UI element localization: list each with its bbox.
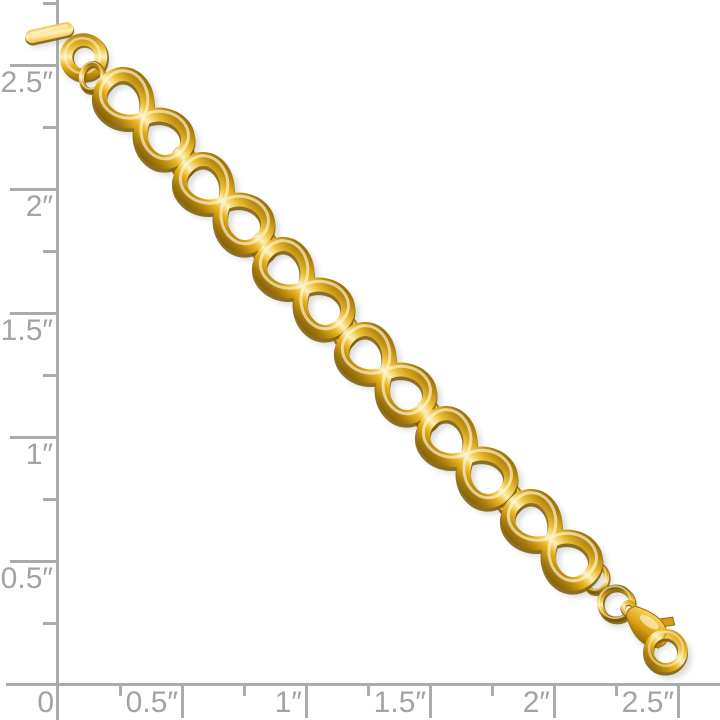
ruler-tick-minor-vertical bbox=[43, 374, 59, 377]
end-link-partial bbox=[25, 22, 109, 83]
infinity-link bbox=[496, 484, 607, 595]
ruler-tick-major-vertical bbox=[10, 312, 58, 315]
ruler-label-horizontal: 2.5″ bbox=[621, 686, 674, 719]
lobster-clasp bbox=[620, 600, 689, 676]
clasp-hook-loop bbox=[643, 629, 689, 676]
ruler-label-vertical: 1″ bbox=[25, 438, 53, 471]
ruler-label-horizontal: 1.5″ bbox=[373, 686, 426, 719]
ruler-label-horizontal: 1″ bbox=[274, 686, 302, 719]
ruler-label-vertical: 2″ bbox=[25, 190, 53, 223]
ruler-tick-minor-horizontal bbox=[119, 684, 122, 696]
ruler-tick-minor-vertical bbox=[43, 622, 59, 625]
infinity-link bbox=[411, 401, 522, 512]
ruler-tick-major-vertical bbox=[10, 560, 58, 563]
ruler-tick-major-horizontal bbox=[429, 684, 432, 718]
ruler-label-horizontal: 0.5″ bbox=[125, 686, 178, 719]
ruler-tick-major-vertical bbox=[10, 64, 58, 67]
ruler-tick-major-vertical bbox=[10, 188, 58, 191]
ruler-tick-major-horizontal bbox=[181, 684, 184, 718]
ruler-tick-minor-horizontal bbox=[243, 684, 246, 696]
ruler-label-horizontal: 0 bbox=[37, 686, 54, 719]
infinity-link bbox=[168, 147, 279, 258]
infinity-link bbox=[330, 317, 441, 428]
ruler-horizontal-axis bbox=[6, 683, 720, 686]
ruler-label-vertical: 1.5″ bbox=[0, 314, 53, 347]
ruler-vertical-axis bbox=[56, 0, 59, 720]
ruler-tick-major-horizontal bbox=[305, 684, 308, 718]
ruler-tick-minor-horizontal bbox=[367, 684, 370, 696]
ruler-tick-minor-vertical bbox=[43, 2, 59, 5]
ruler-tick-major-horizontal bbox=[553, 684, 556, 718]
ruler-tick-major-vertical bbox=[10, 436, 58, 439]
ruler-tick-minor-vertical bbox=[43, 126, 59, 129]
ruler-tick-minor-horizontal bbox=[615, 684, 618, 696]
ruler-tick-major-horizontal bbox=[677, 684, 680, 718]
ruler-tick-minor-vertical bbox=[43, 250, 59, 253]
ruler-tick-minor-vertical bbox=[43, 498, 59, 501]
ruler-tick-minor-horizontal bbox=[491, 684, 494, 696]
infinity-link bbox=[248, 232, 359, 343]
ruler-label-vertical: 0.5″ bbox=[0, 562, 53, 595]
ruler-label-horizontal: 2″ bbox=[522, 686, 550, 719]
ruler-label-vertical: 2.5″ bbox=[0, 66, 53, 99]
infinity-link bbox=[88, 62, 199, 173]
